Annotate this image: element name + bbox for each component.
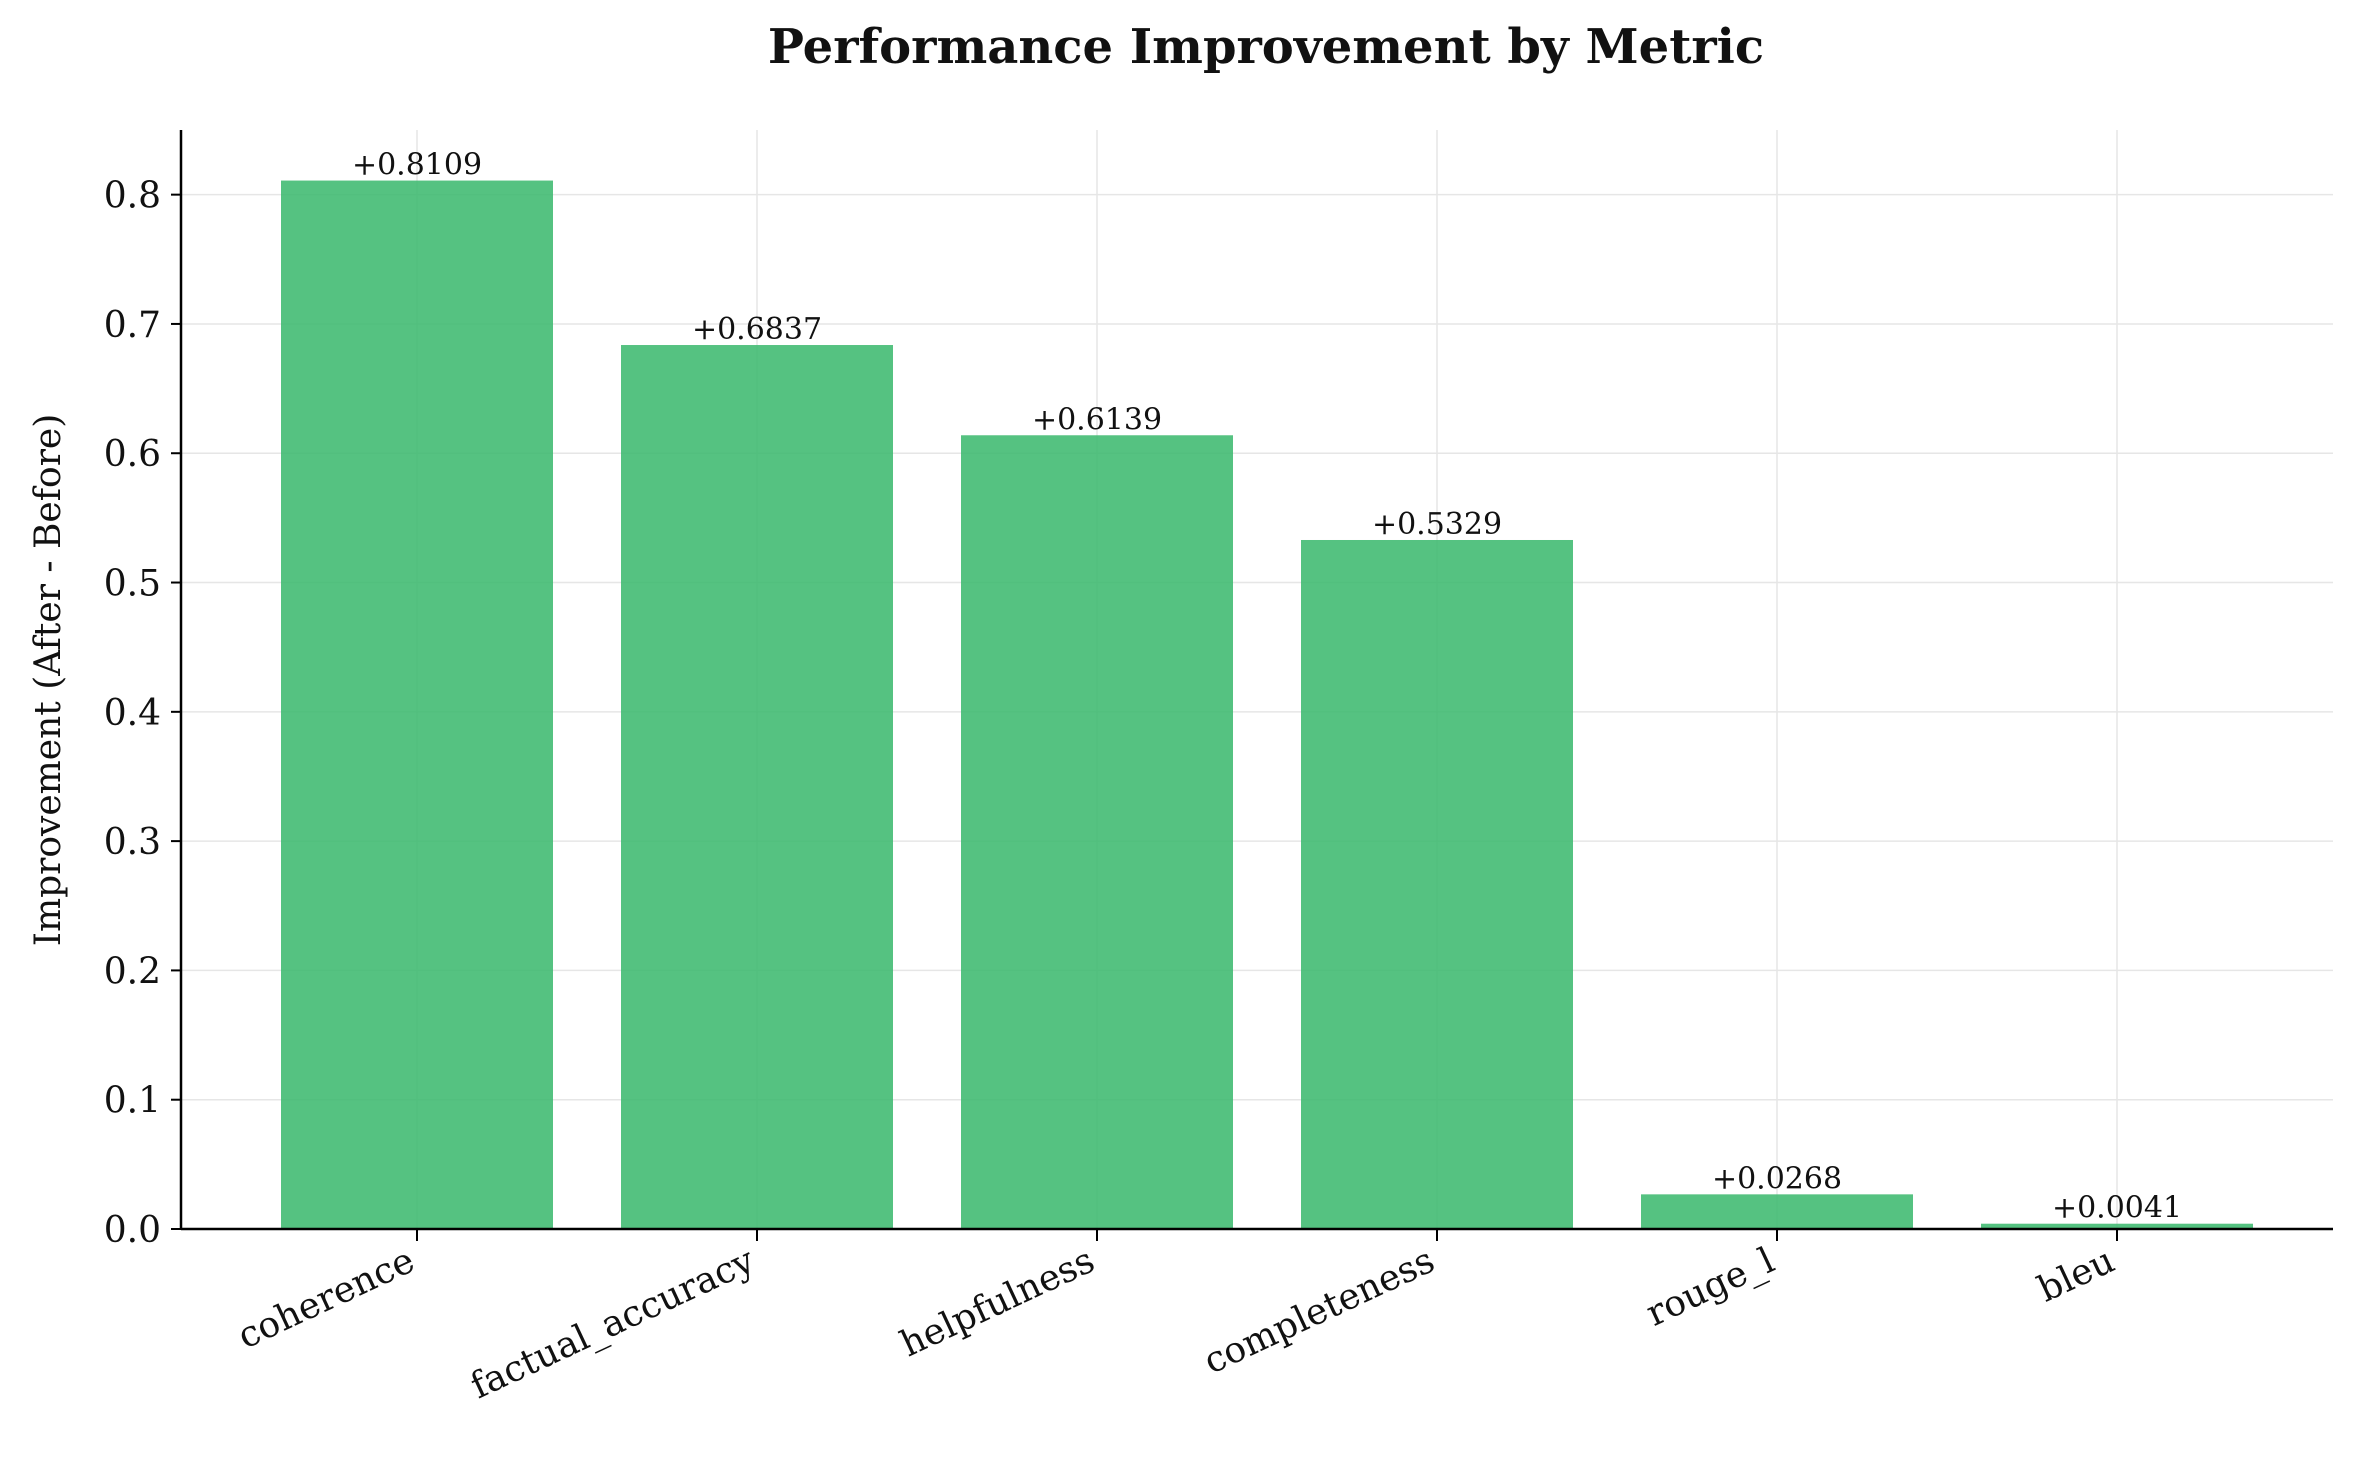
bar-bleu [1981, 1223, 2253, 1229]
bar-coherence [281, 180, 553, 1230]
data-label: +0.8109 [352, 148, 482, 183]
x-tick-label: coherence [232, 1240, 421, 1357]
y-axis-ticks: 0.0 0.1 0.2 0.3 0.4 0.5 0.6 0.7 0.8 [104, 176, 181, 1251]
y-tick-label: 0.3 [104, 822, 161, 863]
bar-factual_accuracy [621, 345, 893, 1229]
y-tick-label: 0.1 [104, 1081, 161, 1122]
bar-helpfulness [961, 435, 1233, 1229]
y-tick-label: 0.8 [104, 176, 161, 217]
y-tick-label: 0.5 [104, 564, 161, 605]
data-label: +0.6139 [1032, 402, 1162, 437]
x-axis-ticks: coherence factual_accuracy helpfulness comp… [232, 1229, 2121, 1407]
data-label: +0.0041 [2052, 1191, 2182, 1226]
y-tick-label: 0.0 [104, 1210, 161, 1251]
x-tick-label: rouge_l [1640, 1240, 1781, 1335]
y-tick-label: 0.2 [104, 951, 161, 992]
bars [281, 180, 2253, 1230]
x-tick-label: bleu [2032, 1240, 2121, 1311]
x-tick-label: factual_accuracy [465, 1240, 762, 1407]
y-tick-label: 0.4 [104, 693, 161, 734]
chart-title: Performance Improvement by Metric [768, 19, 1764, 75]
y-tick-label: 0.6 [104, 434, 161, 475]
data-label: +0.5329 [1372, 507, 1502, 542]
bar-completeness [1301, 539, 1573, 1229]
x-tick-label: completeness [1198, 1240, 1441, 1382]
y-tick-label: 0.7 [104, 305, 161, 346]
y-axis-label: Improvement (After - Before) [28, 414, 69, 947]
x-tick-label: helpfulness [894, 1240, 1100, 1365]
bar-rouge_l [1641, 1194, 1913, 1229]
data-label: +0.0268 [1712, 1161, 1842, 1196]
data-label: +0.6837 [692, 312, 822, 347]
data-labels: +0.8109 +0.6837 +0.6139 +0.5329 +0.0268 +0.00… [352, 148, 2182, 1226]
